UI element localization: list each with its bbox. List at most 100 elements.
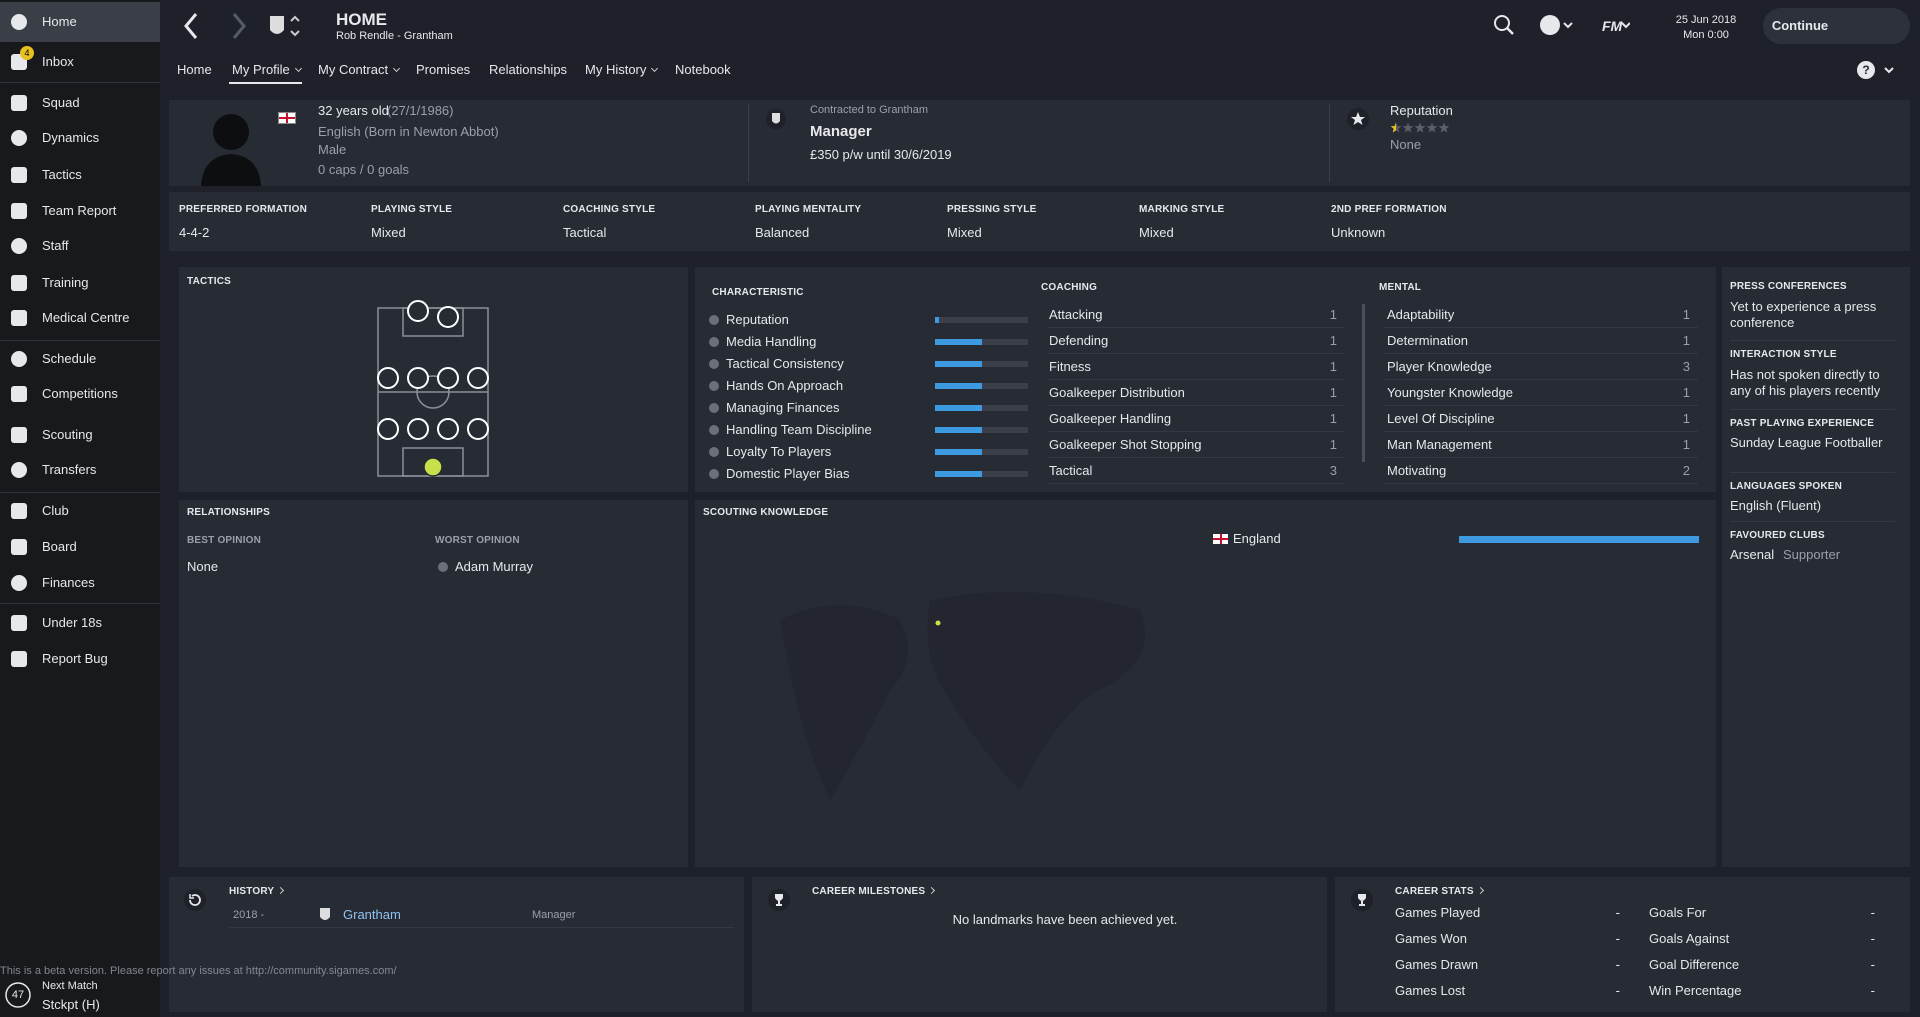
wage: £350 p/w until 30/6/2019: [810, 147, 952, 162]
next-match-badge: [5, 982, 31, 1008]
tab[interactable]: Relationships: [489, 62, 568, 77]
panel-title[interactable]: HISTORY: [229, 884, 283, 900]
info-icon: [709, 337, 719, 347]
attribute-value: 1: [1682, 385, 1690, 400]
info-panel: [1722, 267, 1910, 867]
menu-item[interactable]: Finances: [42, 575, 95, 590]
menu-icon: [11, 427, 27, 443]
attribute-value: 1: [1329, 411, 1337, 426]
style-value: Mixed: [947, 225, 982, 240]
year: 2018 -: [233, 909, 265, 921]
attribute-label: Motivating: [1387, 463, 1447, 478]
attribute-label: Media Handling: [726, 334, 817, 349]
tab[interactable]: Home: [177, 62, 212, 77]
fm-logo[interactable]: FM: [1602, 18, 1623, 34]
row-divider: [1730, 521, 1895, 522]
stat-label: Goals For: [1649, 905, 1707, 920]
svg-text:?: ?: [1862, 63, 1869, 77]
info-icon: [709, 403, 719, 413]
menu-icon: [11, 651, 27, 667]
attribute-value: 1: [1329, 333, 1337, 348]
reputation-value: None: [1390, 137, 1422, 152]
bar: [935, 405, 982, 411]
style-label: PRESSING STYLE: [947, 204, 1037, 215]
attribute-label: Reputation: [726, 312, 789, 327]
menu-item[interactable]: Competitions: [42, 386, 118, 401]
dob: (27/1/1986): [387, 103, 454, 118]
menu-icon: [11, 130, 27, 146]
info-text: Yet to experience a press conference: [1730, 299, 1877, 330]
role: Manager: [810, 123, 872, 140]
country: England: [1233, 531, 1281, 546]
next-match-opponent[interactable]: Stckpt (H): [42, 997, 100, 1012]
style-value: Mixed: [1139, 225, 1174, 240]
continue-label[interactable]: Continue: [1771, 18, 1829, 33]
info-title: INTERACTION STYLE: [1730, 349, 1837, 360]
style-value: Balanced: [755, 225, 810, 240]
menu-item[interactable]: Dynamics: [42, 130, 100, 145]
menu-item[interactable]: Schedule: [42, 351, 97, 366]
info-title: LANGUAGES SPOKEN: [1730, 481, 1843, 492]
row-divider: [1384, 405, 1698, 406]
row-divider: [1384, 457, 1698, 458]
row-divider: [1048, 379, 1345, 380]
bar: [935, 471, 982, 477]
attribute-value: 1: [1682, 307, 1690, 322]
back-arrow[interactable]: [184, 13, 198, 39]
menu-item[interactable]: Medical Centre: [42, 310, 130, 325]
menu-item[interactable]: Club: [42, 503, 69, 518]
menu-icon: [11, 539, 27, 555]
info-text: Sunday League Footballer: [1730, 435, 1883, 450]
bar-track: [935, 405, 1028, 411]
menu-item[interactable]: Report Bug: [42, 651, 108, 666]
row-divider: [1048, 405, 1345, 406]
menu-item[interactable]: Transfers: [42, 462, 97, 477]
menu-item[interactable]: Training: [42, 275, 89, 290]
menu-item[interactable]: Inbox: [42, 54, 74, 69]
tab[interactable]: Promises: [416, 62, 471, 77]
nationality: English (Born in Newton Abbot): [318, 124, 499, 139]
style-label: PLAYING STYLE: [371, 204, 453, 215]
attribute-label: Goalkeeper Distribution: [1049, 385, 1185, 400]
menu-item[interactable]: Staff: [42, 238, 69, 253]
continue-button[interactable]: [1763, 8, 1910, 44]
contract-label: Contracted to Grantham: [810, 104, 929, 116]
info-text: English (Fluent): [1730, 498, 1822, 513]
worst-opinion[interactable]: Adam Murray: [455, 559, 534, 574]
menu-icon: [11, 203, 27, 219]
menu-item[interactable]: Tactics: [42, 167, 82, 182]
search-icon[interactable]: [1494, 15, 1510, 31]
attribute-label: Goalkeeper Handling: [1049, 411, 1172, 426]
attribute-label: Man Management: [1387, 437, 1492, 452]
panel-title[interactable]: CAREER MILESTONES: [812, 884, 934, 900]
tab[interactable]: My Contract: [318, 62, 399, 78]
menu-icon: [11, 575, 27, 591]
trophy-icon: [1351, 889, 1373, 911]
attribute-value: 1: [1682, 437, 1690, 452]
separator: [0, 492, 160, 493]
menu-item[interactable]: Scouting: [42, 427, 93, 442]
reputation-fill: [1390, 122, 1396, 133]
panel-title[interactable]: CAREER STATS: [1395, 884, 1483, 900]
stat-label: Games Played: [1395, 905, 1481, 920]
menu-icon: [11, 238, 27, 254]
stat-value: -: [1615, 957, 1620, 972]
menu-item[interactable]: Home: [42, 14, 77, 29]
info-icon: [709, 425, 719, 435]
stat-value: -: [1615, 905, 1620, 920]
menu-item[interactable]: Under 18s: [42, 615, 102, 630]
globe-icon[interactable]: [1540, 15, 1560, 35]
best-opinion: None: [187, 559, 219, 574]
menu-item[interactable]: Team Report: [42, 203, 117, 218]
tab[interactable]: Notebook: [675, 62, 731, 77]
club[interactable]: Grantham: [343, 907, 401, 922]
menu-item[interactable]: Squad: [42, 95, 80, 110]
menu-item[interactable]: Board: [42, 539, 77, 554]
attribute-value: 1: [1682, 333, 1690, 348]
tab[interactable]: My History: [585, 62, 657, 78]
help[interactable]: ?: [1855, 59, 1905, 81]
pitch: [377, 300, 489, 477]
attribute-value: 3: [1329, 463, 1337, 478]
bar-track: [935, 471, 1028, 477]
tab[interactable]: My Profile: [232, 62, 301, 78]
